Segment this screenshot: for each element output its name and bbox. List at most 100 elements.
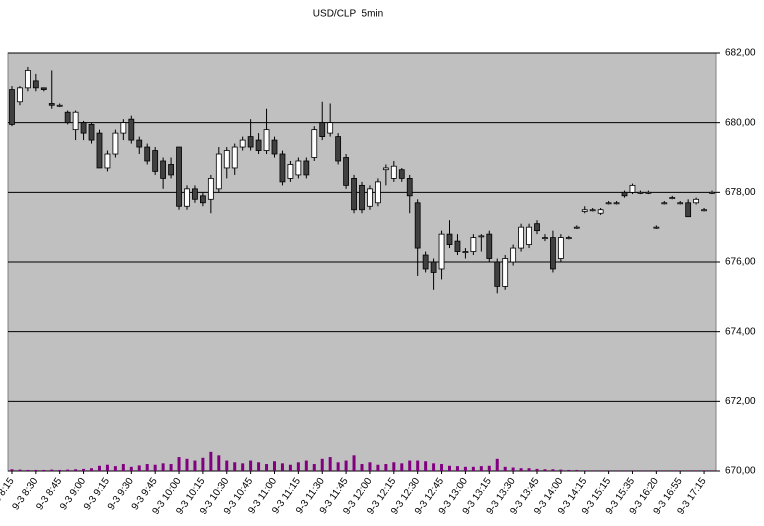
volume-bar: [487, 465, 491, 471]
volume-bar: [575, 469, 579, 471]
candle-body: [215, 153, 222, 190]
candle-body: [398, 169, 405, 179]
volume-bar: [105, 464, 109, 471]
volume-bar: [567, 469, 571, 471]
candle-body: [709, 191, 715, 194]
volume-bar: [630, 470, 634, 471]
candle-body: [247, 136, 254, 148]
volume-bar: [280, 463, 284, 471]
volume-bar: [448, 465, 452, 471]
candle-body: [112, 132, 119, 155]
candle-body: [573, 226, 580, 229]
candle-body: [446, 233, 453, 245]
volume-bar: [97, 465, 101, 471]
volume-bar: [384, 464, 388, 471]
candle-body: [581, 209, 588, 212]
volume-bar: [710, 470, 714, 471]
candle-body: [88, 124, 95, 141]
volume-bar: [654, 470, 658, 471]
candle-body: [542, 237, 548, 240]
volume-bar: [66, 469, 70, 471]
volume-bar: [527, 468, 531, 471]
candle-body: [40, 87, 47, 90]
volume-bar: [169, 464, 173, 471]
volume-bar: [74, 469, 78, 471]
candle-body: [589, 209, 596, 212]
volume-bar: [272, 461, 276, 471]
volume-bar: [10, 469, 14, 471]
candle-body: [287, 164, 294, 179]
candle-body: [48, 103, 55, 106]
candle-body: [510, 247, 517, 263]
candle-body: [104, 153, 111, 169]
candle-body: [303, 160, 310, 176]
y-tick-label: 670,00: [725, 466, 756, 477]
candle-body: [390, 165, 397, 179]
volume-bar: [543, 469, 547, 471]
candle-body: [621, 191, 628, 197]
candle-body: [184, 188, 190, 207]
volume-bar: [583, 470, 587, 471]
volume-bar: [153, 464, 157, 471]
y-tick-label: 674,00: [725, 326, 756, 337]
volume-bar: [296, 462, 300, 471]
candle-body: [645, 191, 652, 194]
candle-body: [271, 139, 278, 155]
candle-body: [454, 240, 461, 252]
candle-body: [502, 258, 509, 287]
volume-bar: [360, 464, 364, 471]
candle-body: [120, 122, 127, 134]
candle-body: [56, 104, 63, 107]
candle-body: [677, 202, 684, 205]
volume-bar: [257, 462, 261, 471]
candle-body: [239, 139, 246, 148]
candle-body: [255, 139, 262, 151]
candle-body: [311, 129, 318, 158]
volume-bar: [26, 469, 30, 471]
candle-body: [470, 237, 477, 252]
volume-bar: [503, 466, 507, 471]
candle-body: [597, 209, 604, 214]
volume-bar: [670, 470, 674, 471]
volume-bar: [145, 464, 149, 471]
candle-body: [128, 118, 135, 141]
candle-body: [653, 226, 660, 229]
candle-body: [661, 202, 668, 205]
candle-body: [486, 233, 493, 259]
candle-body: [438, 233, 445, 270]
candle-body: [176, 146, 182, 207]
candle-body: [518, 226, 525, 249]
volume-bar: [607, 470, 611, 471]
volume-bar: [702, 470, 706, 471]
volume-bar: [225, 460, 229, 471]
volume-bar: [288, 464, 292, 471]
y-tick-label: 676,00: [725, 257, 756, 268]
volume-bar: [161, 463, 165, 471]
candle-body: [406, 177, 413, 197]
volume-bar: [42, 469, 46, 471]
candle-body: [430, 261, 437, 273]
volume-bar: [336, 462, 340, 471]
candle-body: [231, 146, 238, 169]
candle-body: [192, 188, 198, 200]
candle-body: [359, 184, 365, 211]
candle-body: [319, 122, 326, 137]
candle-body: [478, 235, 485, 238]
candle-body: [327, 122, 334, 134]
volume-bar: [201, 457, 205, 471]
volume-bar: [408, 460, 412, 471]
candle-body: [343, 157, 349, 186]
candle-body: [199, 195, 206, 204]
volume-bar: [241, 463, 245, 471]
candle-body: [207, 177, 214, 200]
volume-bar: [591, 470, 595, 471]
candle-body: [64, 111, 71, 124]
volume-bar: [471, 466, 475, 471]
volume-bar: [217, 455, 221, 471]
volume-bar: [58, 469, 62, 471]
volume-bar: [121, 464, 125, 471]
volume-bar: [344, 460, 348, 471]
candle-body: [669, 197, 676, 199]
volume-bar: [376, 464, 380, 471]
